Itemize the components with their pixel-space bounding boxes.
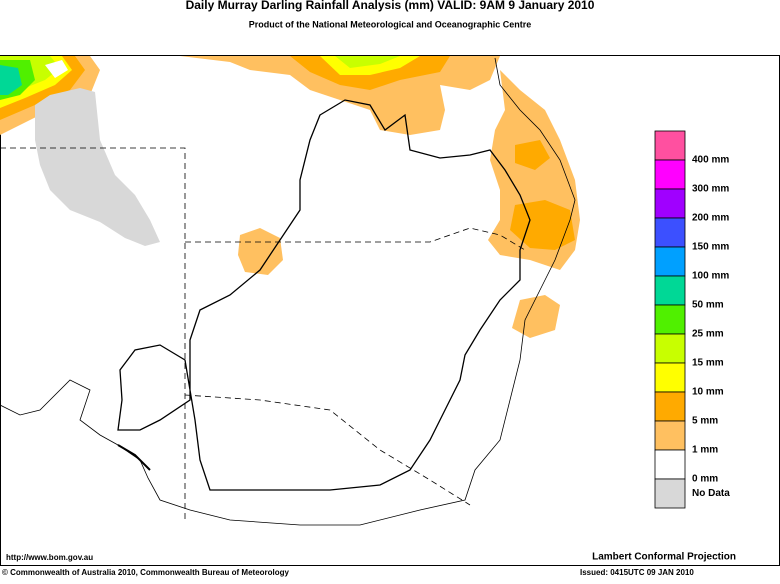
coastline xyxy=(0,57,576,526)
map-title: Daily Murray Darling Rainfall Analysis (… xyxy=(186,0,595,12)
legend-swatch xyxy=(654,217,686,248)
basin-outline xyxy=(117,99,531,491)
rain-area xyxy=(335,56,400,68)
legend-label: 100 mm xyxy=(692,271,729,282)
legend-swatch xyxy=(654,420,686,451)
legend-swatch xyxy=(654,391,686,422)
legend-swatch xyxy=(654,188,686,219)
rain-area xyxy=(0,65,22,95)
legend-swatch xyxy=(654,362,686,393)
rain-area xyxy=(515,140,550,170)
river-mouth xyxy=(117,444,151,471)
state-border xyxy=(184,394,471,506)
map xyxy=(0,55,780,566)
legend-swatch xyxy=(654,159,686,190)
legend-label: 50 mm xyxy=(692,300,724,311)
legend-swatch xyxy=(654,333,686,364)
source-url: http://www.bom.gov.au xyxy=(6,553,93,562)
legend-label: 200 mm xyxy=(692,213,729,224)
no-data-area xyxy=(35,88,160,246)
map-subtitle: Product of the National Meteorological a… xyxy=(249,19,532,29)
legend-label: No Data xyxy=(692,488,730,499)
issued-time: Issued: 0415UTC 09 JAN 2010 xyxy=(580,568,694,577)
legend-label: 1 mm xyxy=(692,445,718,456)
legend-label: 0 mm xyxy=(692,474,718,485)
legend-swatch xyxy=(654,130,686,161)
legend-swatch xyxy=(654,304,686,335)
rain-area xyxy=(510,200,575,250)
rain-area xyxy=(238,228,283,275)
dry-area xyxy=(45,60,68,78)
copyright: © Commonwealth of Australia 2010, Common… xyxy=(2,568,290,577)
legend-label: 5 mm xyxy=(692,416,718,427)
legend-swatch xyxy=(654,275,686,306)
legend-label: 25 mm xyxy=(692,329,724,340)
legend: 400 mm 300 mm 200 mm 150 mm 100 mm 50 mm 25 mm… xyxy=(654,130,730,509)
legend-swatch xyxy=(654,478,686,509)
state-border xyxy=(185,227,526,251)
legend-swatch xyxy=(654,246,686,277)
legend-label: 10 mm xyxy=(692,387,724,398)
legend-label: 400 mm xyxy=(692,155,729,166)
legend-label: 150 mm xyxy=(692,242,729,253)
legend-swatch xyxy=(654,449,686,480)
projection-note: Lambert Conformal Projection xyxy=(592,552,736,563)
state-border xyxy=(0,147,186,520)
legend-label: 300 mm xyxy=(692,184,729,195)
legend-label: 15 mm xyxy=(692,358,724,369)
